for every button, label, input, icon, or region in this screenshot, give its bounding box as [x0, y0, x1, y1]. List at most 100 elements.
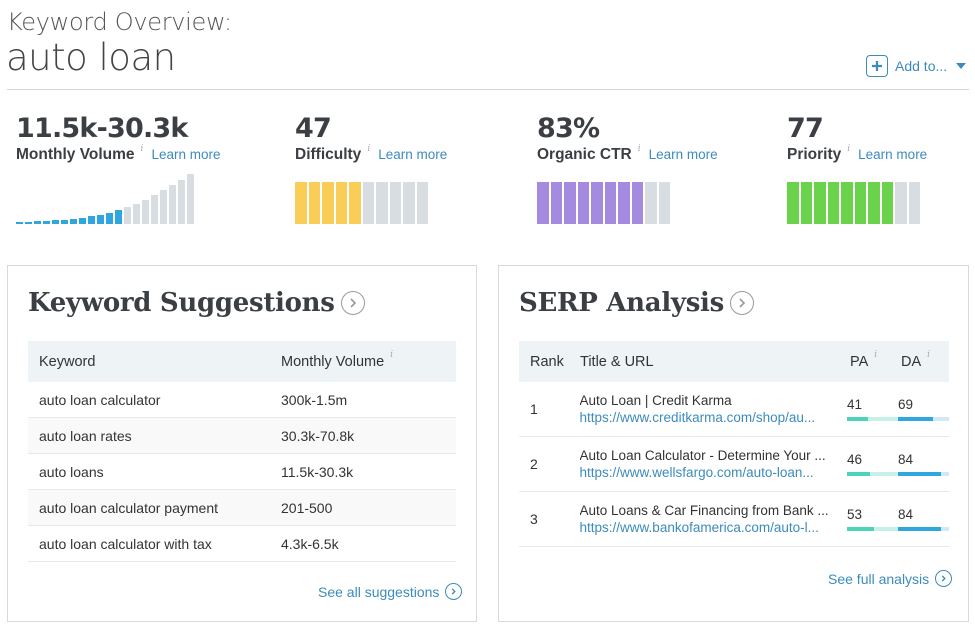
da-cell: 69	[898, 397, 949, 421]
pa-cell: 53	[847, 507, 898, 531]
difficulty-learn-more-link[interactable]: Learn more	[378, 147, 448, 162]
volume-bar	[169, 185, 176, 224]
title-url-cell: Auto Loan | Credit Karma https://www.cred…	[580, 393, 847, 425]
gauge-segment	[658, 182, 670, 224]
info-icon[interactable]: i	[637, 144, 641, 154]
serp-table: Rank Title & URL PA i DA i 1 Auto Loan | …	[519, 341, 949, 547]
keyword-suggestions-table: Keyword Monthly Volume i auto loan calcu…	[28, 341, 456, 562]
volume-bar	[133, 203, 140, 224]
pa-cell: 41	[847, 397, 898, 421]
ctr-learn-more-link[interactable]: Learn more	[648, 147, 718, 162]
serp-analysis-card: SERP Analysis Rank Title & URL PA i DA i…	[498, 265, 969, 622]
column-monthly-volume[interactable]: Monthly Volume i	[281, 350, 393, 370]
gauge-segment	[604, 182, 616, 224]
gauge-segment	[827, 182, 839, 224]
difficulty-gauge	[295, 182, 428, 224]
gauge-segment	[645, 182, 657, 224]
gauge-segment	[295, 182, 307, 224]
caret-down-icon	[956, 63, 967, 69]
column-pa[interactable]: PA i	[850, 350, 901, 370]
page-subtitle: Keyword Overview:	[7, 8, 232, 36]
title-url-cell: Auto Loans & Car Financing from Bank ...…	[580, 503, 847, 535]
column-pa-label: PA	[850, 353, 869, 370]
result-url-link[interactable]: https://www.wellsfargo.com/auto-loan...	[579, 465, 814, 480]
pa-bar-fill	[847, 472, 871, 476]
volume-bar	[16, 222, 23, 224]
gauge-segment	[814, 182, 826, 224]
info-icon[interactable]: i	[874, 349, 878, 360]
priority-gauge	[787, 182, 920, 224]
plus-icon	[866, 55, 888, 77]
info-icon[interactable]: i	[847, 144, 851, 154]
table-row: 1 Auto Loan | Credit Karma https://www.cre…	[519, 382, 949, 437]
add-to-button[interactable]: Add to...	[866, 55, 967, 77]
gauge-segment	[349, 182, 361, 224]
keyword-cell[interactable]: auto loan rates	[39, 427, 132, 444]
info-icon[interactable]: i	[367, 144, 371, 154]
pa-value: 41	[847, 397, 863, 412]
volume-bar	[178, 179, 185, 224]
gauge-segment	[308, 182, 320, 224]
da-cell: 84	[898, 507, 949, 531]
gauge-segment	[403, 182, 415, 224]
table-header: Rank Title & URL PA i DA i	[519, 341, 949, 382]
gauge-segment	[841, 182, 853, 224]
da-value: 69	[898, 397, 914, 412]
da-bar	[898, 417, 949, 421]
keyword-rows: auto loan calculator 300k-1.5m auto loan r…	[28, 382, 456, 562]
see-all-suggestions-link[interactable]: See all suggestions	[318, 583, 463, 600]
column-title-url[interactable]: Title & URL	[580, 353, 654, 370]
difficulty-value: 47	[295, 113, 332, 144]
serp-analysis-heading[interactable]: SERP Analysis	[519, 288, 754, 318]
ctr-label: Organic CTR	[537, 146, 632, 163]
result-title: Auto Loans & Car Financing from Bank ...	[579, 503, 829, 518]
volume-bar	[151, 195, 158, 224]
result-title: Auto Loan Calculator - Determine Your ..…	[579, 448, 826, 463]
keyword-cell[interactable]: auto loans	[39, 463, 104, 480]
volume-bar	[97, 214, 104, 224]
gauge-segment	[537, 182, 549, 224]
difficulty-label: Difficulty	[295, 146, 362, 163]
see-full-analysis-link[interactable]: See full analysis	[828, 570, 953, 587]
result-url-link[interactable]: https://www.creditkarma.com/shop/au...	[579, 410, 816, 425]
table-row[interactable]: auto loans 11.5k-30.3k	[28, 454, 456, 490]
table-row[interactable]: auto loan calculator with tax 4.3k-6.5k	[28, 526, 456, 562]
volume-bar	[160, 190, 167, 224]
volume-learn-more-link[interactable]: Learn more	[151, 147, 221, 162]
table-row[interactable]: auto loan calculator 300k-1.5m	[28, 382, 456, 418]
rank-cell: 2	[530, 456, 538, 472]
keyword-cell[interactable]: auto loan calculator with tax	[39, 535, 212, 552]
chevron-right-icon[interactable]	[729, 291, 754, 315]
table-row[interactable]: auto loan rates 30.3k-70.8k	[28, 418, 456, 454]
pa-bar	[847, 417, 898, 421]
gauge-segment	[895, 182, 907, 224]
priority-learn-more-link[interactable]: Learn more	[858, 147, 928, 162]
metric-priority: 77 Priority i Learn more	[787, 113, 927, 164]
table-row[interactable]: auto loan calculator payment 201-500	[28, 490, 456, 526]
info-icon[interactable]: i	[390, 349, 394, 360]
header-divider	[7, 89, 969, 90]
info-icon[interactable]: i	[927, 349, 931, 360]
da-bar-fill	[898, 472, 941, 476]
ctr-gauge	[537, 182, 670, 224]
column-da-label: DA	[901, 353, 922, 370]
volume-bar	[142, 199, 149, 224]
column-rank[interactable]: Rank	[530, 353, 564, 370]
column-keyword[interactable]: Keyword	[39, 353, 96, 370]
add-to-label: Add to...	[895, 58, 948, 74]
volume-label: Monthly Volume	[16, 146, 135, 163]
chevron-right-icon[interactable]	[340, 291, 365, 315]
keyword-cell[interactable]: auto loan calculator	[39, 391, 161, 408]
metric-organic-ctr: 83% Organic CTR i Learn more	[537, 113, 718, 164]
gauge-segment	[550, 182, 562, 224]
result-url-link[interactable]: https://www.bankofamerica.com/auto-l...	[579, 520, 819, 535]
volume-bar	[187, 174, 194, 224]
da-bar	[898, 527, 949, 531]
column-da[interactable]: DA i	[901, 350, 930, 370]
keyword-suggestions-heading[interactable]: Keyword Suggestions	[28, 288, 365, 318]
keyword-cell[interactable]: auto loan calculator payment	[39, 499, 218, 516]
volume-cell: 201-500	[281, 499, 333, 516]
table-header: Keyword Monthly Volume i	[28, 341, 456, 382]
gauge-segment	[787, 182, 799, 224]
info-icon[interactable]: i	[140, 144, 144, 154]
